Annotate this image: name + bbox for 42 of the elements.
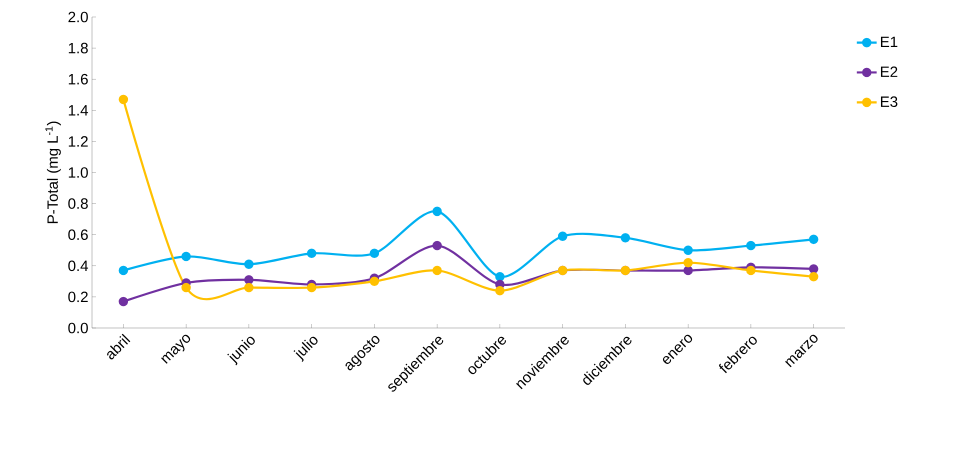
point [244,260,254,269]
legend-label: E1 [880,36,898,48]
y-tick-label: 0.4 [68,260,88,272]
point [683,246,693,255]
point [181,252,191,262]
y-tick-label: 0.8 [68,198,88,209]
point [118,296,128,306]
point [432,206,442,216]
point [746,240,756,250]
point [746,266,756,276]
point [370,276,380,286]
point [558,232,568,241]
point [118,266,128,276]
point [306,248,316,258]
point [306,282,316,292]
point [808,272,818,282]
y-tick-label: 0.6 [68,229,88,240]
point [432,240,442,250]
point [808,234,818,244]
y-tick-label: 1.2 [68,136,88,147]
point [118,94,128,104]
point [683,258,693,268]
legend-label: E3 [880,96,898,107]
y-tick-label: 0.2 [68,292,88,302]
y-tick-label: 1.8 [68,42,88,54]
point [495,272,505,282]
legend-label: E2 [880,66,898,77]
point [244,282,254,292]
point [432,266,442,276]
y-tick-label: 1.0 [68,167,88,178]
y-tick-label: 1.4 [68,105,88,116]
y-tick-label: 1.6 [68,74,88,84]
point [808,264,818,274]
point [181,282,191,292]
point [620,233,630,243]
point [495,286,505,296]
point [244,275,254,284]
y-tick-label: 0.0 [68,322,88,334]
point [370,248,380,258]
point [683,266,693,276]
y-tick-label: 2.0 [68,12,88,22]
y-axis-title: P-Total (mg L$^{-1}$) [45,122,61,224]
